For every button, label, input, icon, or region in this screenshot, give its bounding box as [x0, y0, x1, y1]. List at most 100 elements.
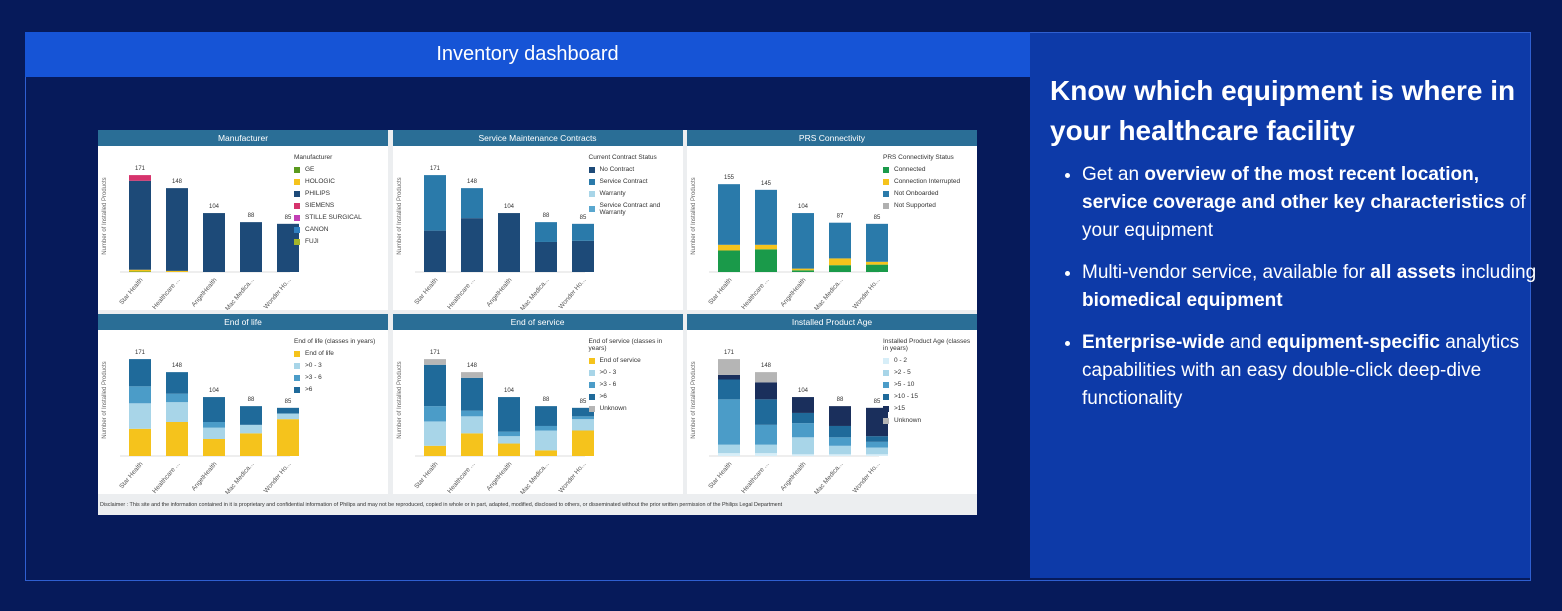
- chart: Number of Installed Products 171 Star Heal…: [102, 166, 299, 310]
- bar-segment: [497, 443, 520, 456]
- legend-swatch: [294, 166, 300, 173]
- total-label: 88: [542, 213, 549, 219]
- legend-label: SIEMENS: [305, 202, 335, 209]
- legend-label: >6: [599, 393, 607, 400]
- legend-label: End of life: [305, 350, 334, 357]
- legend-item: >3 - 6: [588, 381, 681, 388]
- legend-swatch: [883, 166, 889, 173]
- legend-label: FUJI: [305, 238, 319, 245]
- bar-segment: [571, 430, 594, 456]
- total-label: 171: [429, 350, 440, 356]
- legend-label: >6: [305, 386, 313, 393]
- bar-segment: [792, 412, 814, 424]
- legend-item: SIEMENS: [294, 202, 386, 209]
- bar-segment: [460, 433, 483, 456]
- bar-segment: [203, 397, 225, 422]
- legend-title: Installed Product Age (classes in years): [883, 338, 971, 352]
- legend-item: >0 - 3: [588, 369, 681, 376]
- legend-item: 0 - 2: [883, 357, 975, 364]
- bullet: Multi-vendor service, available for all …: [1082, 259, 1542, 315]
- legend-label: >0 - 3: [305, 362, 322, 369]
- bar-segment: [755, 424, 777, 445]
- legend-label: Service Contract and Warranty: [599, 202, 661, 216]
- legend-item: >3 - 6: [294, 374, 386, 381]
- bar-segment: [203, 427, 225, 439]
- bar-segment: [755, 372, 777, 383]
- bar-segment: [166, 270, 188, 272]
- legend-item: No Contract: [588, 166, 681, 173]
- legend-item: End of life: [294, 350, 386, 357]
- panel-title: End of life: [98, 314, 388, 330]
- chart: Number of Installed Products 171 Star Heal…: [102, 350, 299, 494]
- legend-label: HOLOGIC: [305, 178, 335, 185]
- bar-segment: [277, 407, 299, 414]
- bar-segment: [829, 454, 851, 456]
- panel-title: End of service: [392, 314, 683, 330]
- bar-segment: [829, 265, 851, 272]
- legend-label: CANON: [305, 226, 329, 233]
- legend-title: PRS Connectivity Status: [883, 154, 954, 161]
- chart-panel: Service Maintenance Contracts Number of I…: [392, 130, 683, 310]
- bar-segment: [277, 223, 299, 272]
- bar-segment: [534, 430, 557, 451]
- x-tick-label: Healthcare ...: [446, 461, 476, 494]
- bullet-text: Multi-vendor service, available for: [1082, 262, 1371, 283]
- legend-label: >0 - 3: [599, 369, 617, 376]
- bar-segment: [460, 416, 483, 434]
- legend-label: >10 - 15: [894, 393, 919, 400]
- legend-item: >10 - 15: [883, 393, 975, 400]
- bullet-list: Get an overview of the most recent locat…: [1050, 161, 1542, 427]
- chart-panel: End of life Number of Installed Products 1…: [98, 314, 388, 494]
- bar-segment: [203, 213, 225, 272]
- legend: Installed Product Age (classes in years)…: [883, 338, 975, 424]
- bar-segment: [718, 453, 740, 456]
- bar-segment: [497, 213, 520, 272]
- legend-item: Service Contract and Warranty: [588, 202, 681, 216]
- legend-swatch: [294, 386, 300, 393]
- total-label: 104: [503, 204, 514, 210]
- bar-segment: [166, 393, 188, 403]
- bar-segment: [718, 359, 740, 375]
- x-tick-label: Star Health: [118, 461, 145, 491]
- legend-swatch: [883, 369, 889, 376]
- x-tick-label: AngelHealth: [779, 460, 807, 492]
- legend-label: End of service: [599, 357, 641, 364]
- bar-segment: [792, 437, 814, 455]
- bar-segment: [166, 188, 188, 271]
- legend-label: 0 - 2: [894, 357, 908, 364]
- legend-item: Connection Interrupted: [883, 178, 975, 185]
- bar-segment: [829, 222, 851, 259]
- chart: Number of Installed Products 171 Star Heal…: [397, 166, 594, 310]
- legend-swatch: [883, 405, 889, 412]
- x-tick-label: AngelHealth: [485, 460, 513, 492]
- x-tick-label: Wonder Ho...: [557, 277, 587, 310]
- bar-segment: [129, 428, 151, 456]
- legend-item: End of service: [588, 357, 681, 364]
- bar-segment: [755, 444, 777, 454]
- x-tick-label: Star Health: [707, 461, 734, 491]
- bar-segment: [755, 382, 777, 400]
- y-axis-label: Number of Installed Products: [397, 177, 403, 254]
- legend-swatch: [294, 190, 300, 197]
- bar-segment: [866, 223, 888, 262]
- x-tick-label: Healthcare ...: [740, 461, 770, 494]
- bar-segment: [277, 419, 299, 456]
- bar-segment: [718, 244, 740, 251]
- bar-segment: [571, 416, 594, 420]
- dashboard: Disclaimer : This site and the informati…: [98, 130, 977, 515]
- bar-segment: [866, 436, 888, 442]
- bullet-text: Get an: [1082, 164, 1145, 185]
- bar-segment: [129, 403, 151, 429]
- bar-segment: [203, 439, 225, 456]
- total-label: 171: [135, 166, 146, 172]
- total-label: 85: [579, 215, 586, 221]
- legend-swatch: [588, 393, 595, 400]
- bullet-text: including: [1455, 262, 1537, 283]
- bullet-text: analytics capabilities with an easy doub…: [1082, 332, 1520, 409]
- x-tick-label: Healthcare ...: [740, 277, 770, 310]
- bar-segment: [829, 406, 851, 426]
- legend-item: Unknown: [588, 405, 681, 412]
- legend-swatch: [588, 206, 595, 212]
- legend: End of life (classes in years) End of lif…: [294, 338, 386, 393]
